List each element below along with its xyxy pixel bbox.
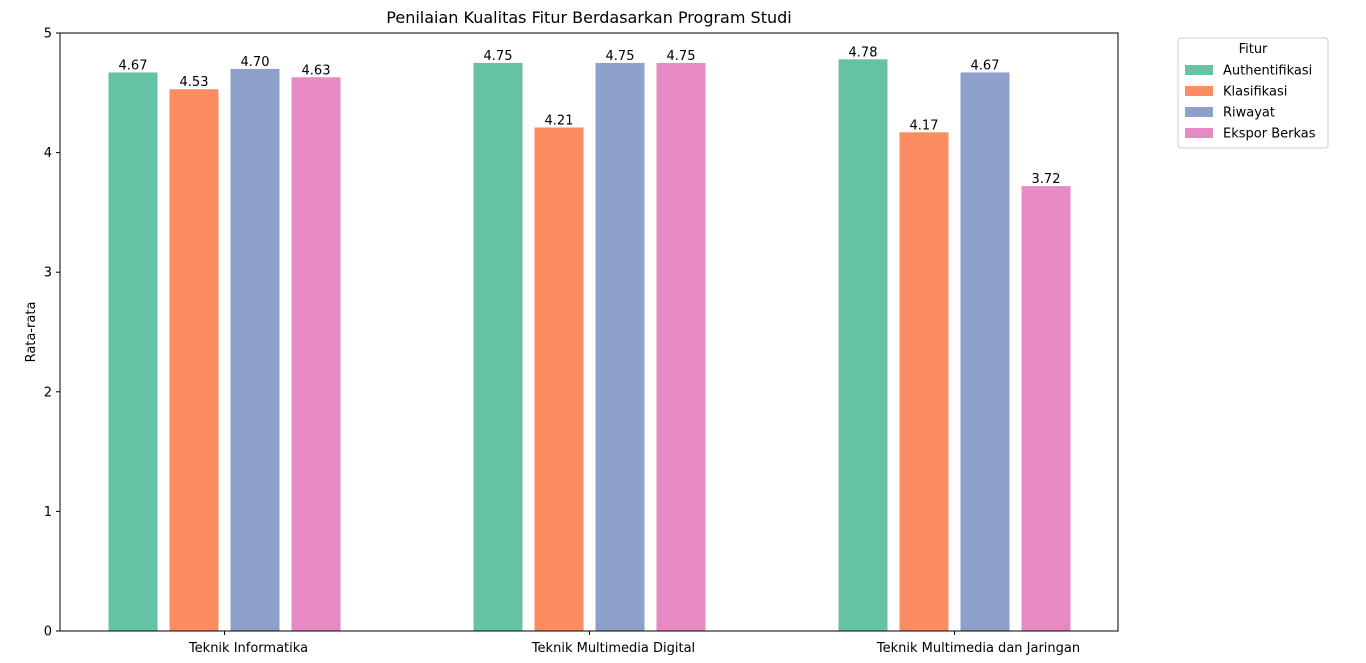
x-tick-label: Teknik Informatika [188, 641, 308, 656]
y-tick-label: 1 [44, 505, 52, 520]
bar-value-label: 4.70 [241, 55, 270, 70]
bars-group [108, 59, 1071, 632]
bar-value-label: 4.63 [302, 63, 331, 78]
legend-swatch [1185, 86, 1213, 96]
legend-entry-label: Ekspor Berkas [1223, 127, 1316, 142]
y-axis: 0 1 2 3 4 5 [44, 27, 60, 640]
bar-value-label: 4.75 [667, 49, 696, 64]
plot-area-frame [59, 32, 1119, 632]
bar-3-1 [230, 68, 280, 631]
bar-2-1 [169, 89, 219, 632]
bar-value-label: 4.21 [545, 113, 574, 128]
bar-value-label: 4.53 [180, 75, 209, 90]
bar-4-1 [291, 77, 341, 631]
y-tick-label: 0 [44, 625, 52, 640]
bar-value-label: 4.75 [484, 49, 513, 64]
x-tick-label: Teknik Multimedia dan Jaringan [876, 641, 1080, 656]
chart-title: Penilaian Kualitas Fitur Berdasarkan Pro… [386, 8, 791, 27]
y-tick-label: 5 [44, 27, 52, 42]
legend-title: Fitur [1239, 42, 1268, 57]
value-labels-group: 4.67 4.75 4.78 4.53 4.21 4.17 4.70 4.75 4.67 4.63… [119, 45, 1061, 187]
bar-2-3 [899, 132, 949, 631]
y-tick-label: 3 [44, 266, 52, 281]
x-axis: Teknik Informatika Teknik Multimedia Digi… [188, 631, 1080, 656]
y-axis-label: Rata-rata [24, 302, 39, 363]
legend-swatch [1185, 65, 1213, 75]
bar-value-label: 4.17 [910, 118, 939, 133]
legend-swatch [1185, 128, 1213, 138]
bar-3-2 [595, 62, 645, 631]
legend-box [1177, 37, 1329, 149]
bar-value-label: 4.75 [606, 49, 635, 64]
bar-4-2 [656, 62, 706, 631]
bar-value-label: 4.67 [971, 58, 1000, 73]
legend-swatch [1185, 107, 1213, 117]
y-tick-label: 2 [44, 385, 52, 400]
x-tick-label: Teknik Multimedia Digital [531, 641, 695, 656]
y-tick-label: 4 [44, 146, 52, 161]
bar-3-3 [960, 72, 1010, 631]
bar-value-label: 3.72 [1032, 172, 1061, 187]
legend-entry-label: Klasifikasi [1223, 85, 1287, 100]
bar-1-2 [473, 62, 523, 631]
bar-value-label: 4.78 [849, 45, 878, 60]
bar-4-3 [1021, 186, 1071, 631]
bar-1-1 [108, 72, 158, 631]
legend: Fitur Authentifikasi Klasifikasi Riwayat Ek… [1177, 37, 1329, 149]
bar-value-label: 4.67 [119, 58, 148, 73]
bar-2-2 [534, 127, 584, 631]
legend-entry-label: Authentifikasi [1223, 64, 1312, 79]
bar-1-3 [838, 59, 888, 631]
legend-entry-label: Riwayat [1223, 106, 1275, 121]
